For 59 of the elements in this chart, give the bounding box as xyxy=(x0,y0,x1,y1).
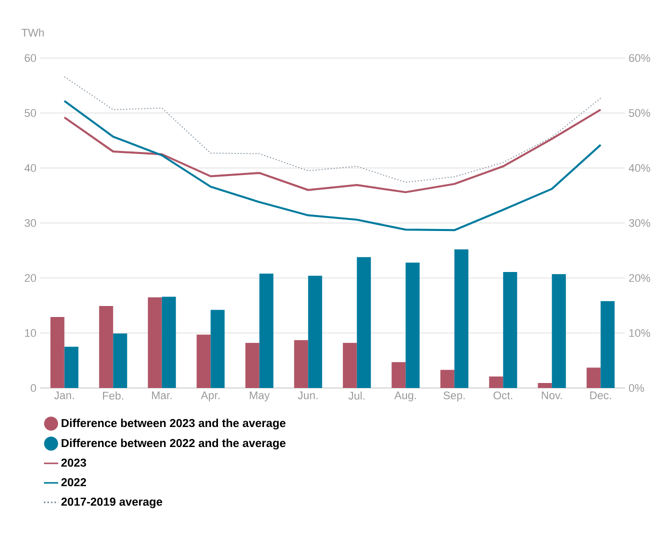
x-tick-label: Sep. xyxy=(444,392,465,402)
y-tick-label: 10 xyxy=(25,329,36,337)
bar xyxy=(538,383,552,388)
line-series xyxy=(63,108,602,194)
line-series xyxy=(63,100,602,232)
y2-tick-label: 30% xyxy=(628,219,650,227)
y-tick-label: 0 xyxy=(30,384,36,392)
x-tick-label: Jul. xyxy=(348,392,364,400)
bar xyxy=(210,310,225,388)
y-tick-label: 60 xyxy=(24,54,36,62)
bar xyxy=(489,376,504,388)
bar xyxy=(600,301,615,388)
y-tick-label: 30 xyxy=(24,219,36,227)
bar xyxy=(503,272,518,388)
legend-label: Difference between 2022 and the average xyxy=(62,438,286,450)
y2-tick-label: 40% xyxy=(628,164,650,172)
bar xyxy=(406,262,420,388)
y2-tick-label: 60% xyxy=(629,54,650,62)
legend-label: Difference between 2023 and the average xyxy=(62,418,286,430)
y-axis-title: TWh xyxy=(22,28,44,36)
bar xyxy=(196,334,211,388)
y2-tick-label: 50% xyxy=(628,109,650,117)
x-tick-label: Jan. xyxy=(54,392,74,400)
x-tick-label: Aug. xyxy=(394,392,416,402)
line-series xyxy=(64,76,602,183)
bar xyxy=(552,274,566,388)
x-tick-label: May xyxy=(250,392,270,402)
y-tick-label: 20 xyxy=(24,274,36,282)
x-tick-label: Dec. xyxy=(590,392,611,400)
x-tick-label: Mar. xyxy=(152,392,172,400)
bar xyxy=(259,274,274,388)
bar xyxy=(586,368,601,388)
bar xyxy=(356,257,371,388)
legend-label: 2017-2019 average xyxy=(61,498,162,508)
bar xyxy=(148,297,162,388)
y-tick-label: 50 xyxy=(24,109,36,117)
bar xyxy=(113,334,128,388)
bar xyxy=(50,317,64,388)
bar xyxy=(308,276,322,388)
x-tick-label: Apr. xyxy=(200,392,220,402)
x-tick-label: Feb. xyxy=(103,392,124,400)
legend-label: 2023 xyxy=(61,458,86,467)
bar xyxy=(294,340,308,388)
y2-tick-label: 20% xyxy=(629,274,650,282)
bar xyxy=(245,342,260,388)
bar xyxy=(342,342,357,388)
x-tick-label: Jun. xyxy=(298,392,318,400)
x-tick-label: Oct. xyxy=(494,392,512,400)
y-tick-label: 40 xyxy=(24,164,36,172)
legend-label: 2022 xyxy=(61,478,86,486)
bar xyxy=(99,306,114,388)
x-tick-label: Nov. xyxy=(542,392,562,400)
bar xyxy=(64,346,78,388)
bar xyxy=(440,370,454,388)
bar xyxy=(454,249,468,388)
bar xyxy=(392,362,406,388)
y2-tick-label: 10% xyxy=(629,329,650,337)
y2-tick-label: 0% xyxy=(628,384,644,392)
bar xyxy=(162,296,176,388)
